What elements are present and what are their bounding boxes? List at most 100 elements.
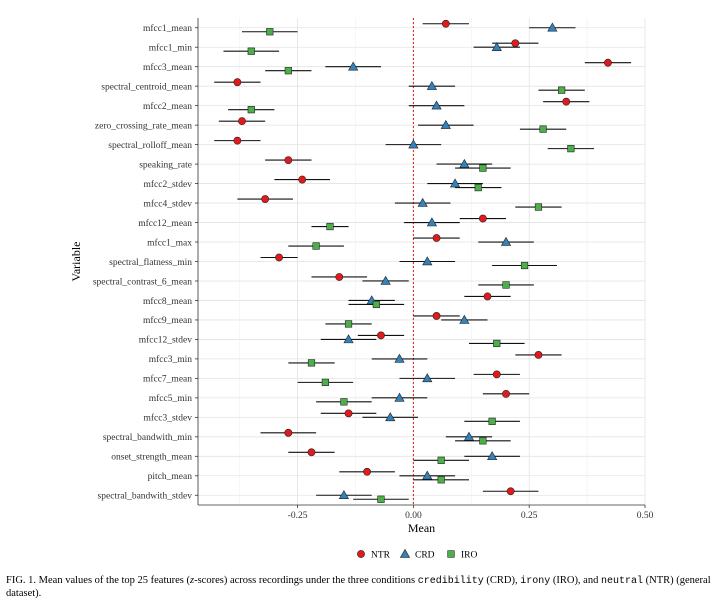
point-iro xyxy=(437,476,445,484)
point-crd xyxy=(422,373,433,383)
point-iro xyxy=(312,242,320,250)
point-iro xyxy=(266,28,274,36)
y-axis-title: Variable xyxy=(69,242,83,282)
point-crd xyxy=(417,197,428,207)
point-ntr xyxy=(534,350,543,359)
y-tick-label: mfcc1_min xyxy=(149,43,193,54)
point-ntr xyxy=(275,253,283,262)
point-iro xyxy=(247,47,255,55)
legend-key-crd xyxy=(399,548,411,558)
point-ntr xyxy=(483,292,492,301)
legend-label-ntr: NTR xyxy=(371,551,391,561)
point-crd xyxy=(338,490,350,500)
point-crd xyxy=(459,158,470,168)
y-tick-label: spectral_flatness_min xyxy=(109,257,192,268)
point-crd xyxy=(343,334,354,344)
point-iro xyxy=(340,398,348,406)
legend-label-iro: IRO xyxy=(461,551,478,561)
caption-text-3: (CRD), xyxy=(483,575,521,586)
caption-text-2: -scores) across recordings under the thr… xyxy=(194,575,418,586)
y-tick-label: mfcc8_mean xyxy=(143,296,192,307)
point-ntr xyxy=(284,428,293,437)
point-crd xyxy=(449,178,461,188)
y-tick-label: spectral_rolloff_mean xyxy=(108,140,192,151)
x-tick-label: 0.25 xyxy=(521,511,538,521)
y-tick-label: mfcc3_stdev xyxy=(143,413,192,424)
caption-text-5: (NTR) (general dataset). xyxy=(6,575,711,599)
point-crd xyxy=(491,42,502,51)
y-tick-label: mfcc5_min xyxy=(149,393,193,404)
caption-text-4: (IRO), and xyxy=(550,575,601,586)
y-tick-label: mfcc2_mean xyxy=(143,101,192,112)
point-crd xyxy=(422,470,433,480)
point-ntr xyxy=(506,487,515,496)
caption-crd-word: credibility xyxy=(417,576,484,587)
point-iro xyxy=(377,495,385,503)
point-iro xyxy=(326,222,334,231)
y-tick-label: spectral_contrast_6_mean xyxy=(93,277,192,287)
point-crd xyxy=(426,80,438,90)
point-iro xyxy=(479,164,487,172)
point-iro xyxy=(520,261,529,270)
legend: NTR CRD IRO xyxy=(357,548,478,561)
point-crd xyxy=(408,139,419,149)
caption-ntr-word: neutral xyxy=(600,576,643,587)
caption-zscore: z xyxy=(190,575,195,586)
point-crd xyxy=(422,256,433,266)
point-iro xyxy=(372,300,380,309)
y-tick-label: mfcc1_mean xyxy=(143,23,192,34)
point-ntr xyxy=(261,195,270,203)
data-points xyxy=(214,19,632,503)
point-crd xyxy=(431,100,442,110)
point-crd xyxy=(459,314,470,324)
point-iro xyxy=(502,281,510,289)
point-ntr xyxy=(298,175,307,184)
point-iro xyxy=(437,456,445,464)
point-iro xyxy=(567,145,575,153)
y-tick-label: spectral_bandwith_min xyxy=(103,433,192,443)
y-tick-label: onset_strength_mean xyxy=(111,453,192,463)
point-crd xyxy=(547,22,558,32)
y-tick-labels: mfcc1_mean mfcc1_min mfcc3_mean spectral_ce… xyxy=(93,23,198,502)
x-axis-title: Mean xyxy=(408,521,435,535)
x-tick-label: 0.00 xyxy=(405,511,422,521)
point-ntr xyxy=(307,448,316,457)
point-ntr xyxy=(604,58,612,67)
caption-iro-word: irony xyxy=(520,576,551,587)
point-crd xyxy=(500,236,512,246)
point-iro xyxy=(307,359,316,367)
y-tick-label: mfcc9_mean xyxy=(143,315,192,326)
point-crd xyxy=(348,61,359,71)
point-ntr xyxy=(344,409,353,418)
point-iro xyxy=(488,417,496,425)
point-ntr xyxy=(363,467,371,476)
point-crd xyxy=(463,431,475,441)
point-iro xyxy=(321,378,329,386)
y-tick-label: mfcc3_mean xyxy=(143,62,192,73)
point-ntr xyxy=(562,97,571,106)
y-tick-label: mfcc12_mean xyxy=(138,218,192,229)
point-ntr xyxy=(238,117,246,126)
feature-means-chart: mfcc1_mean mfcc1_min mfcc3_mean spectral_ce… xyxy=(69,18,654,561)
caption-text-1: FIG. 1. Mean values of the top 25 featur… xyxy=(6,575,190,586)
legend-key-iro xyxy=(447,550,455,558)
point-ntr xyxy=(233,78,242,87)
point-ntr xyxy=(284,156,293,164)
point-iro xyxy=(479,437,487,445)
x-tick-labels: -0.25 0.00 0.25 0.50 xyxy=(288,505,654,521)
point-ntr xyxy=(441,19,450,28)
point-iro xyxy=(534,203,543,211)
point-iro xyxy=(493,339,501,348)
point-ntr xyxy=(511,39,520,48)
y-tick-label: spectral_centroid_mean xyxy=(101,82,192,92)
point-ntr xyxy=(432,234,441,242)
point-crd xyxy=(385,412,396,422)
point-iro xyxy=(539,125,547,133)
point-crd xyxy=(426,217,438,227)
y-tick-label: pitch_mean xyxy=(148,472,193,482)
point-ntr xyxy=(377,331,385,340)
y-tick-label: mfcc1_max xyxy=(147,237,192,248)
legend-key-ntr xyxy=(357,550,365,558)
y-tick-label: spectral_bandwith_stdev xyxy=(98,492,193,502)
y-tick-label: mfcc2_stdev xyxy=(143,179,192,190)
